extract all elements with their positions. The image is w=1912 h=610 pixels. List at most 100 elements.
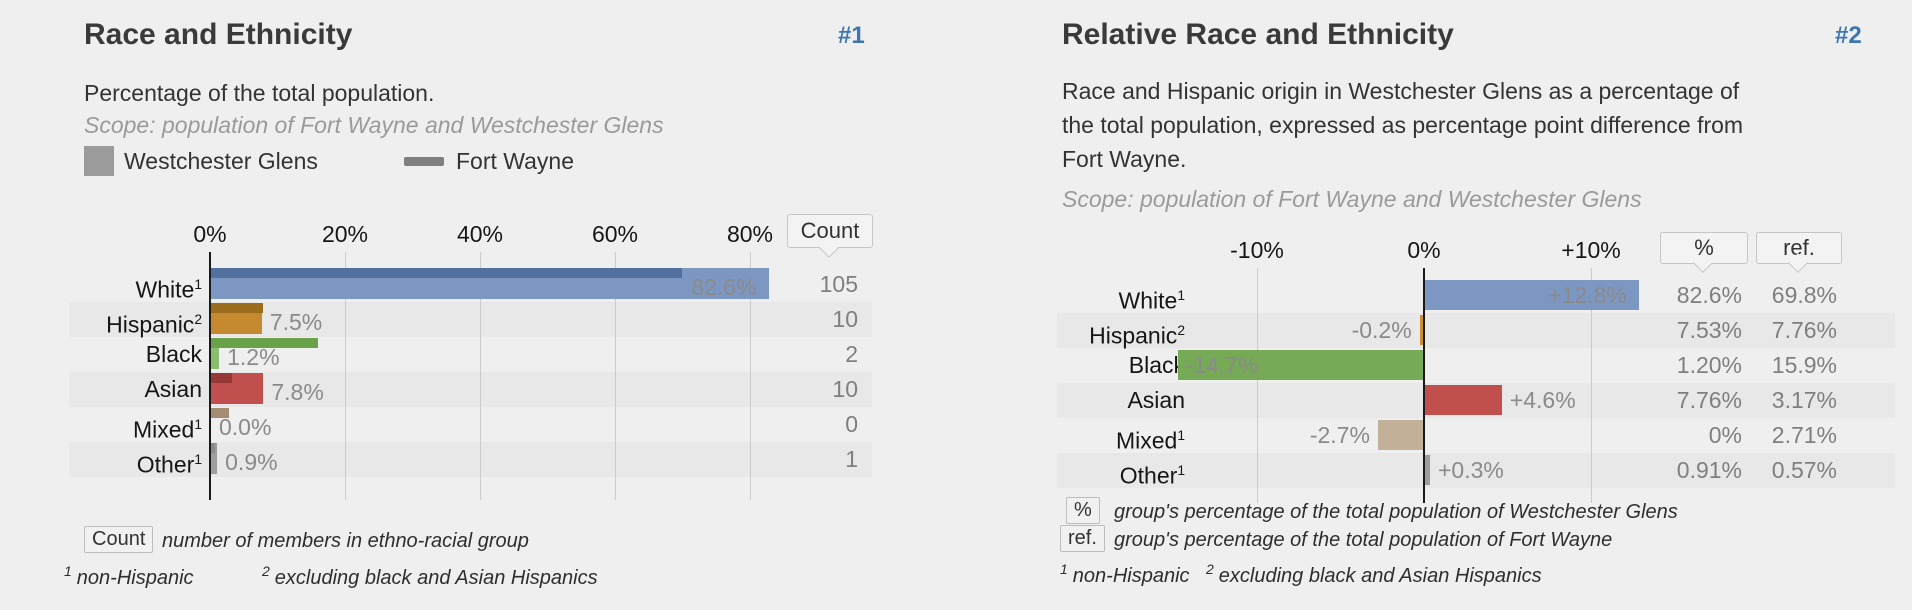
row-label-mixed: Mixed1 (1115, 427, 1185, 454)
grid-line (345, 252, 346, 500)
count-value: 2 (845, 341, 858, 367)
pct-key-box: % (1066, 497, 1100, 524)
bar-value-label: -2.7% (1309, 422, 1370, 448)
row-label-black: Black (145, 341, 202, 367)
scope-note: Scope: population of Fort Wayne and West… (84, 112, 664, 138)
row-label-asian: Asian (144, 376, 202, 402)
bar-value-label: 7.5% (269, 309, 323, 335)
bar-value-label: -14.7% (1185, 352, 1259, 378)
count-key-box: Count (84, 526, 154, 553)
grid-line (1257, 268, 1258, 503)
ref-key-box: ref. (1060, 525, 1105, 552)
bar-fort-wayne-ref-other[interactable] (211, 443, 215, 453)
axis-tick-label: 0% (193, 221, 227, 247)
pct-value: 1.20% (1676, 352, 1742, 378)
axis-tick-label: 80% (726, 221, 774, 247)
ref-value: 2.71% (1771, 422, 1837, 448)
legend-swatch-westchester-glens (84, 146, 114, 176)
axis-tick-label: +10% (1561, 237, 1621, 263)
bar-fort-wayne-ref-black[interactable] (211, 338, 319, 348)
chart-anchor-link[interactable]: #2 (1835, 22, 1862, 49)
relative-bar-asian[interactable] (1425, 385, 1502, 415)
grid-line (615, 252, 616, 500)
grid-line (750, 252, 751, 500)
chart-subtitle-line: Fort Wayne. (1062, 146, 1187, 172)
pct-value: 7.76% (1676, 387, 1742, 413)
row-stripe (69, 442, 872, 477)
row-label-hispanic: Hispanic2 (1089, 322, 1185, 349)
axis-tick-label: 0% (1407, 237, 1441, 263)
count-value: 0 (845, 411, 858, 437)
legend-swatch-fort-wayne (404, 157, 444, 166)
grid-line (1591, 268, 1592, 503)
axis-tick-label: 60% (591, 221, 639, 247)
relative-bar-hispanic[interactable] (1419, 315, 1423, 345)
bar-value-label: 0.0% (219, 414, 272, 440)
footnote-excluding-hispanics: 2 excluding black and Asian Hispanics (262, 563, 598, 589)
bar-value-label: 7.8% (271, 379, 324, 405)
pct-value: 0% (1708, 422, 1742, 448)
pct-key-note: group's percentage of the total populati… (1114, 501, 1678, 523)
bar-fort-wayne-ref-white[interactable] (211, 268, 683, 278)
row-label-other: Other1 (136, 451, 202, 478)
relative-bar-mixed[interactable] (1377, 420, 1423, 450)
count-value: 10 (832, 376, 858, 402)
count-value: 10 (832, 306, 858, 332)
chart-subtitle: Percentage of the total population. (84, 80, 435, 106)
bar-value-label: +12.8% (1548, 282, 1627, 308)
ref-value: 0.57% (1771, 457, 1837, 483)
row-label-hispanic: Hispanic2 (106, 311, 202, 338)
axis-tick-label: 40% (456, 221, 504, 247)
zero-axis-line (1423, 268, 1425, 503)
bar-fort-wayne-ref-mixed[interactable] (211, 408, 230, 418)
row-stripe (69, 302, 872, 337)
relative-bar-other[interactable] (1425, 455, 1430, 485)
relative-bar-black[interactable] (1177, 350, 1423, 380)
footnote-excluding-hispanics: 2 excluding black and Asian Hispanics (1206, 561, 1542, 587)
ref-value: 3.17% (1771, 387, 1837, 413)
chart-anchor-link[interactable]: #1 (838, 22, 865, 49)
count-value: 1 (845, 446, 858, 472)
zero-axis-line (209, 252, 211, 500)
pct-value: 0.91% (1676, 457, 1742, 483)
legend-label-fort-wayne: Fort Wayne (456, 148, 575, 174)
bar-fort-wayne-ref-asian[interactable] (211, 373, 233, 383)
footnote-non-hispanic: 1 non-Hispanic (1060, 561, 1190, 587)
bar-value-label: +0.3% (1438, 457, 1504, 483)
row-label-black: Black (1128, 352, 1185, 378)
race-ethnicity-panel: Race and Ethnicity #1 Percentage of the … (64, 18, 873, 589)
count-key-note: number of members in ethno-racial group (162, 530, 529, 552)
bar-westchester-glens-other[interactable] (211, 443, 218, 474)
bar-value-label: 0.9% (225, 449, 278, 475)
ref-value: 69.8% (1771, 282, 1837, 308)
row-stripe (69, 372, 872, 407)
pct-value: 82.6% (1676, 282, 1742, 308)
chart-subtitle-line: the total population, expressed as perce… (1062, 112, 1744, 138)
ref-key-note: group's percentage of the total populati… (1114, 529, 1613, 551)
ref-value: 7.76% (1771, 317, 1837, 343)
count-value: 105 (819, 271, 858, 297)
bar-value-label: 1.2% (227, 344, 280, 370)
relative-bar-white[interactable] (1425, 280, 1639, 310)
bar-fort-wayne-ref-hispanic[interactable] (211, 303, 264, 313)
bar-westchester-glens-black[interactable] (211, 338, 220, 369)
relative-race-ethnicity-panel: Relative Race and Ethnicity #2 Race and … (956, 0, 1912, 610)
row-label-white: White1 (135, 276, 202, 303)
axis-tick-label: 20% (321, 221, 369, 247)
legend-label-westchester-glens: Westchester Glens (124, 148, 318, 174)
chart-title: Race and Ethnicity (84, 18, 353, 51)
chart-subtitle-line: Race and Hispanic origin in Westchester … (1062, 78, 1740, 104)
bar-value-label: 82.6% (691, 274, 757, 300)
grid-line (480, 252, 481, 500)
ref-value: 15.9% (1771, 352, 1837, 378)
chart-title: Relative Race and Ethnicity (1062, 18, 1454, 51)
row-label-asian: Asian (1127, 387, 1185, 413)
row-label-other: Other1 (1119, 462, 1185, 489)
row-stripe (1057, 453, 1895, 488)
axis-tick-label: -10% (1230, 237, 1284, 263)
scope-note: Scope: population of Fort Wayne and West… (1062, 186, 1642, 212)
row-label-mixed: Mixed1 (132, 416, 202, 443)
row-label-white: White1 (1118, 287, 1185, 314)
bar-value-label: +4.6% (1509, 387, 1576, 413)
pct-value: 7.53% (1676, 317, 1742, 343)
